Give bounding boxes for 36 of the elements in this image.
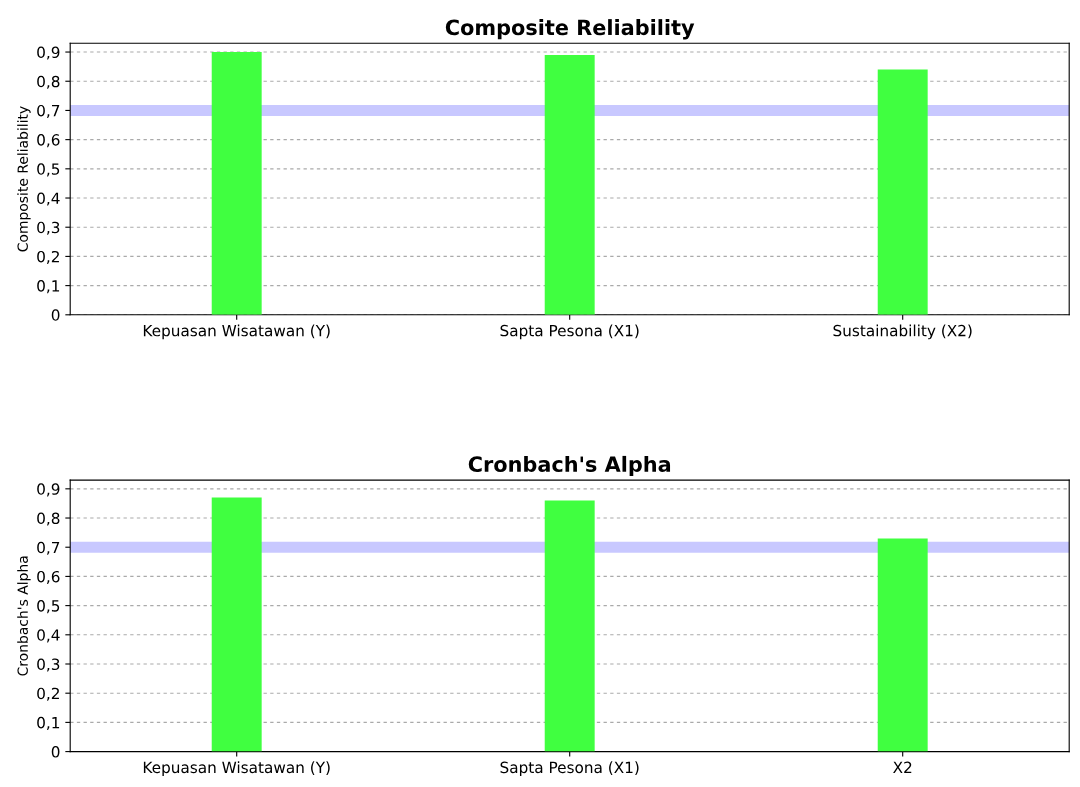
y-tick-label: 0,5 (37, 163, 60, 177)
x-tick-label: Sapta Pesona (X1) (500, 761, 639, 777)
y-tick-label: 0,3 (37, 221, 60, 235)
chart-title: Composite Reliability (445, 19, 695, 40)
y-tick-label: 0,1 (37, 716, 60, 730)
bar (544, 500, 595, 752)
y-tick-label: 0,1 (37, 280, 60, 294)
x-tick-label: Kepuasan Wisatawan (Y) (143, 324, 330, 340)
y-tick-label: 0,9 (37, 46, 60, 60)
y-tick-label: 0,6 (37, 134, 60, 148)
x-tick-label: Sapta Pesona (X1) (500, 324, 639, 340)
y-tick-label: 0,7 (37, 541, 60, 555)
y-tick-label: 0,5 (37, 600, 60, 614)
y-axis-title: Cronbach's Alpha (17, 556, 31, 676)
y-tick-label: 0,8 (37, 75, 60, 89)
y-tick-label: 0,3 (37, 658, 60, 672)
y-tick-label: 0,7 (37, 104, 60, 119)
y-tick-label: 0,4 (37, 192, 60, 206)
bar (877, 69, 928, 315)
y-axis-title: Composite Reliability (17, 106, 31, 252)
bar (544, 54, 595, 315)
bar (877, 538, 928, 752)
bar (211, 52, 262, 315)
y-tick-label: 0,2 (37, 687, 59, 701)
y-tick-label: 0 (51, 746, 60, 758)
y-tick-label: 0 (51, 309, 60, 321)
y-tick-label: 0,6 (37, 570, 60, 584)
y-tick-label: 0,2 (37, 250, 59, 264)
x-tick-label: Sustainability (X2) (833, 324, 972, 340)
bar (211, 497, 262, 752)
x-tick-label: Kepuasan Wisatawan (Y) (143, 761, 330, 777)
y-tick-label: 0,9 (37, 483, 60, 497)
y-tick-label: 0,8 (37, 512, 60, 526)
chart-title: Cronbach's Alpha (468, 455, 671, 477)
x-tick-label: X2 (893, 761, 912, 773)
y-tick-label: 0,4 (37, 629, 60, 643)
